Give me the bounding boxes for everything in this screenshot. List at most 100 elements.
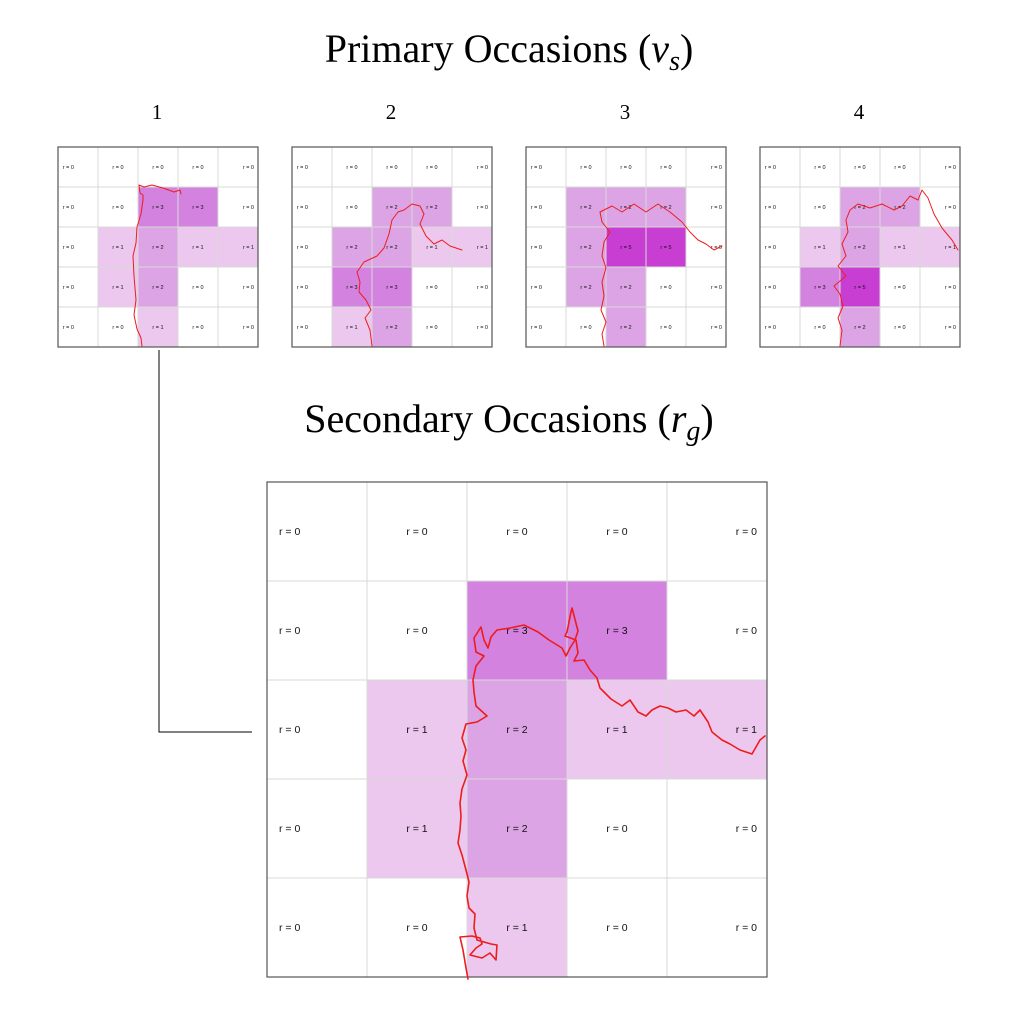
secondary-cell xyxy=(466,679,568,780)
primary-2-cell xyxy=(331,186,373,228)
primary-4-cell-label: r = 0 xyxy=(894,285,905,291)
primary-1-cell-label: r = 2 xyxy=(152,285,163,291)
primary-4-cell-label: r = 0 xyxy=(945,205,956,211)
primary-1-cell-label: r = 0 xyxy=(192,165,203,171)
primary-1-cell-label: r = 0 xyxy=(152,165,163,171)
primary-3-cell-label: r = 5 xyxy=(660,245,671,251)
primary-3-cell-label: r = 0 xyxy=(531,285,542,291)
primary-occasion-label-1: 1 xyxy=(152,100,163,124)
primary-1-cell xyxy=(137,186,179,228)
primary-4-cell-label: r = 0 xyxy=(765,205,776,211)
primary-1-cell xyxy=(97,146,139,188)
primary-2-cell-label: r = 0 xyxy=(297,205,308,211)
primary-3-cell-label: r = 2 xyxy=(620,325,631,331)
secondary-occasion-grid: r = 0 r = 0 r = 0 r = 0 r = 0 r = 0 r = 0 r = 3… xyxy=(266,481,768,978)
primary-4-cell-label: r = 1 xyxy=(894,245,905,251)
secondary-cell xyxy=(366,877,468,978)
secondary-cell xyxy=(366,679,468,780)
secondary-cell-label: r = 0 xyxy=(506,526,527,538)
primary-2-cell-label: r = 2 xyxy=(346,245,357,251)
secondary-cell xyxy=(366,778,468,879)
primary-1-border xyxy=(57,146,259,348)
primary-1-cell-label: r = 0 xyxy=(63,285,74,291)
secondary-cell-label: r = 0 xyxy=(736,922,757,934)
primary-3-cell xyxy=(565,306,607,348)
primary-4-cell-label: r = 2 xyxy=(854,245,865,251)
primary-3-cell xyxy=(605,266,647,308)
primary-2-cell-label: r = 2 xyxy=(386,205,397,211)
primary-3-cell xyxy=(565,226,607,268)
secondary-cell-label: r = 2 xyxy=(506,724,527,736)
secondary-cell xyxy=(666,877,768,978)
primary-1-cell xyxy=(57,306,99,348)
primary-3-cell xyxy=(565,186,607,228)
secondary-cell-label: r = 0 xyxy=(606,922,627,934)
primary-1-cell-label: r = 0 xyxy=(243,165,254,171)
primary-2-cell-label: r = 0 xyxy=(477,165,488,171)
secondary-cell-label: r = 0 xyxy=(736,526,757,538)
primary-4-cell-label: r = 0 xyxy=(854,165,865,171)
primary-4-cell-label: r = 0 xyxy=(765,325,776,331)
primary-occasion-label-3: 3 xyxy=(620,100,631,124)
secondary-border xyxy=(266,481,768,978)
primary-1-cell xyxy=(177,266,219,308)
primary-1-cell-label: r = 0 xyxy=(112,165,123,171)
primary-2-cell-label: r = 0 xyxy=(477,325,488,331)
primary-1-cell xyxy=(97,226,139,268)
primary-occasion-grid-3: r = 0 r = 0 r = 0 r = 0 r = 0 r = 0 r = 2 r = 2… xyxy=(525,146,727,348)
primary-4-cell xyxy=(799,226,841,268)
primary-3-cell xyxy=(525,306,567,348)
primary-2-cell xyxy=(451,306,493,348)
movement-track-primary-3 xyxy=(599,203,723,347)
secondary-cell-label: r = 1 xyxy=(406,823,427,835)
primary-occasion-grid-1: r = 0 r = 0 r = 0 r = 0 r = 0 r = 0 r = 0 r = 3… xyxy=(57,146,259,348)
primary-3-cell-label: r = 0 xyxy=(580,325,591,331)
primary-2-cell xyxy=(451,226,493,268)
secondary-cell-label: r = 1 xyxy=(736,724,757,736)
primary-4-cell-label: r = 0 xyxy=(765,285,776,291)
movement-track-secondary xyxy=(457,607,766,980)
primary-4-cell-label: r = 5 xyxy=(854,285,865,291)
secondary-cell xyxy=(566,877,668,978)
primary-4-cell-label: r = 0 xyxy=(894,165,905,171)
secondary-cell-label: r = 0 xyxy=(606,526,627,538)
primary-3-cell-label: r = 0 xyxy=(711,205,722,211)
primary-3-cell xyxy=(685,306,727,348)
primary-1-cell-label: r = 0 xyxy=(243,285,254,291)
primary-2-cell-label: r = 2 xyxy=(386,245,397,251)
secondary-occasions-title: Secondary Occasions (rg) xyxy=(304,396,713,447)
primary-3-cell xyxy=(605,226,647,268)
primary-4-cell-label: r = 2 xyxy=(894,205,905,211)
primary-3-cell xyxy=(685,186,727,228)
primary-1-cell xyxy=(217,266,259,308)
primary-3-cell xyxy=(645,146,687,188)
primary-3-cell-label: r = 2 xyxy=(580,245,591,251)
primary-4-cell xyxy=(799,306,841,348)
primary-3-cell-label: r = 0 xyxy=(711,285,722,291)
primary-1-cell-label: r = 0 xyxy=(63,205,74,211)
primary-2-border xyxy=(291,146,493,348)
connector-line xyxy=(158,350,252,733)
primary-1-cell xyxy=(217,186,259,228)
secondary-cell-label: r = 0 xyxy=(406,526,427,538)
primary-4-cell-label: r = 2 xyxy=(854,325,865,331)
primary-4-cell-label: r = 0 xyxy=(945,165,956,171)
primary-3-cell xyxy=(525,186,567,228)
primary-2-cell-label: r = 1 xyxy=(477,245,488,251)
primary-3-cell-label: r = 0 xyxy=(660,285,671,291)
primary-4-cell xyxy=(919,266,961,308)
secondary-cell xyxy=(366,481,468,582)
primary-4-cell xyxy=(879,266,921,308)
primary-3-cell-label: r = 0 xyxy=(531,245,542,251)
primary-3-cell-label: r = 0 xyxy=(531,205,542,211)
secondary-cell xyxy=(666,679,768,780)
primary-occasion-label-4: 4 xyxy=(854,100,865,124)
primary-4-cell-label: r = 0 xyxy=(894,325,905,331)
primary-3-cell-label: r = 0 xyxy=(711,325,722,331)
primary-4-cell xyxy=(919,226,961,268)
primary-2-cell-label: r = 0 xyxy=(386,165,397,171)
primary-2-cell-label: r = 2 xyxy=(386,325,397,331)
primary-2-cell-label: r = 3 xyxy=(386,285,397,291)
primary-3-cell-label: r = 2 xyxy=(580,285,591,291)
primary-2-cell xyxy=(371,306,413,348)
